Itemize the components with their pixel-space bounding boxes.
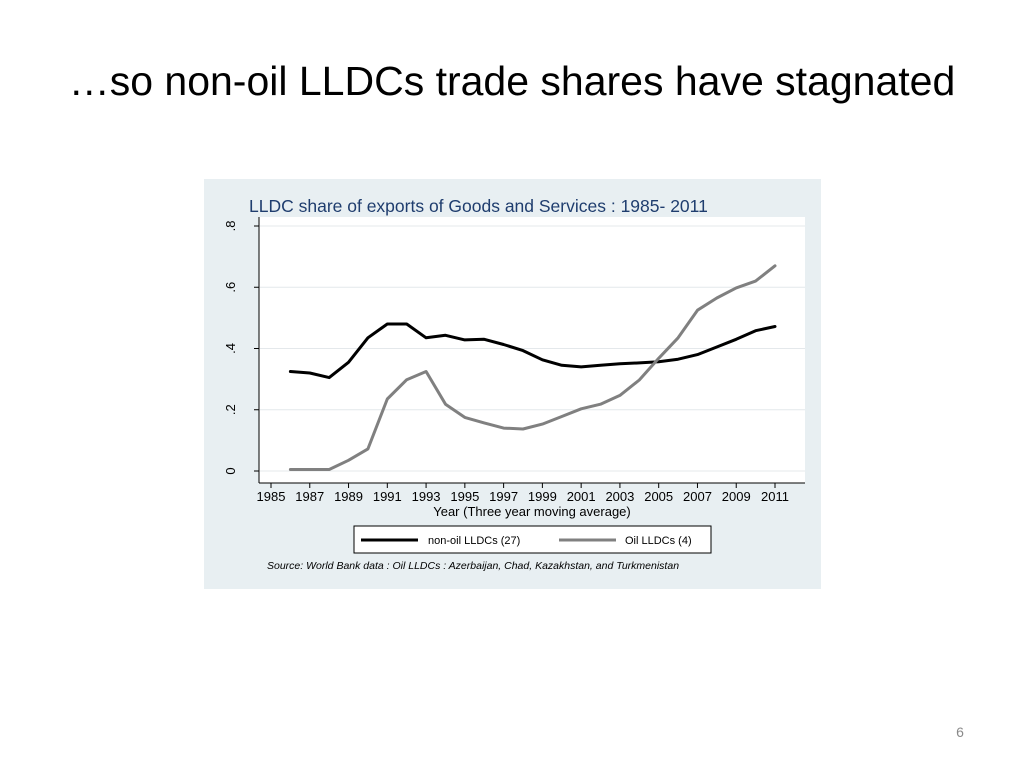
- x-tick-label: 1995: [450, 489, 479, 504]
- y-tick-label: .8: [223, 221, 238, 232]
- plot-area: [259, 217, 805, 483]
- chart-figure: LLDC share of exports of Goods and Servi…: [204, 179, 821, 589]
- y-tick-label: 0: [223, 467, 238, 474]
- slide-title: …so non-oil LLDCs trade shares have stag…: [68, 58, 956, 104]
- x-tick-label: 2011: [761, 489, 789, 504]
- y-tick-label: .2: [223, 404, 238, 415]
- y-tick-label: .4: [223, 343, 238, 354]
- x-tick-label: 1991: [373, 489, 402, 504]
- non-oil-series-line: [288, 322, 777, 380]
- y-tick-label: .6: [223, 282, 238, 293]
- page-number: 6: [956, 724, 964, 740]
- legend-label: non-oil LLDCs (27): [428, 535, 520, 547]
- x-tick-label: 1985: [257, 489, 286, 504]
- x-tick-label: 1993: [412, 489, 441, 504]
- x-axis-label: Year (Three year moving average): [433, 504, 631, 519]
- series-lines: [288, 264, 777, 471]
- x-tick-label: 2001: [567, 489, 596, 504]
- x-tick-label: 1987: [295, 489, 324, 504]
- legend: non-oil LLDCs (27) Oil LLDCs (4): [361, 535, 692, 547]
- x-tick-label: 2009: [722, 489, 751, 504]
- x-tick-label: 2003: [605, 489, 634, 504]
- x-tick-label: 2007: [683, 489, 712, 504]
- source-note: Source: World Bank data : Oil LLDCs : Az…: [267, 560, 679, 572]
- legend-label: Oil LLDCs (4): [625, 535, 692, 547]
- oil-series-line: [288, 264, 777, 471]
- x-tick-label: 2005: [644, 489, 673, 504]
- chart-svg: LLDC share of exports of Goods and Servi…: [204, 179, 821, 589]
- x-axis-ticks: 1985 1987 1989 1991 1993 1995 1997 1999 2001 2003…: [257, 483, 789, 504]
- x-tick-label: 1989: [334, 489, 363, 504]
- x-tick-label: 1997: [489, 489, 518, 504]
- y-axis-ticks: 0 .2 .4 .6 .8: [223, 221, 259, 475]
- chart-title: LLDC share of exports of Goods and Servi…: [249, 196, 708, 216]
- x-tick-label: 1999: [528, 489, 557, 504]
